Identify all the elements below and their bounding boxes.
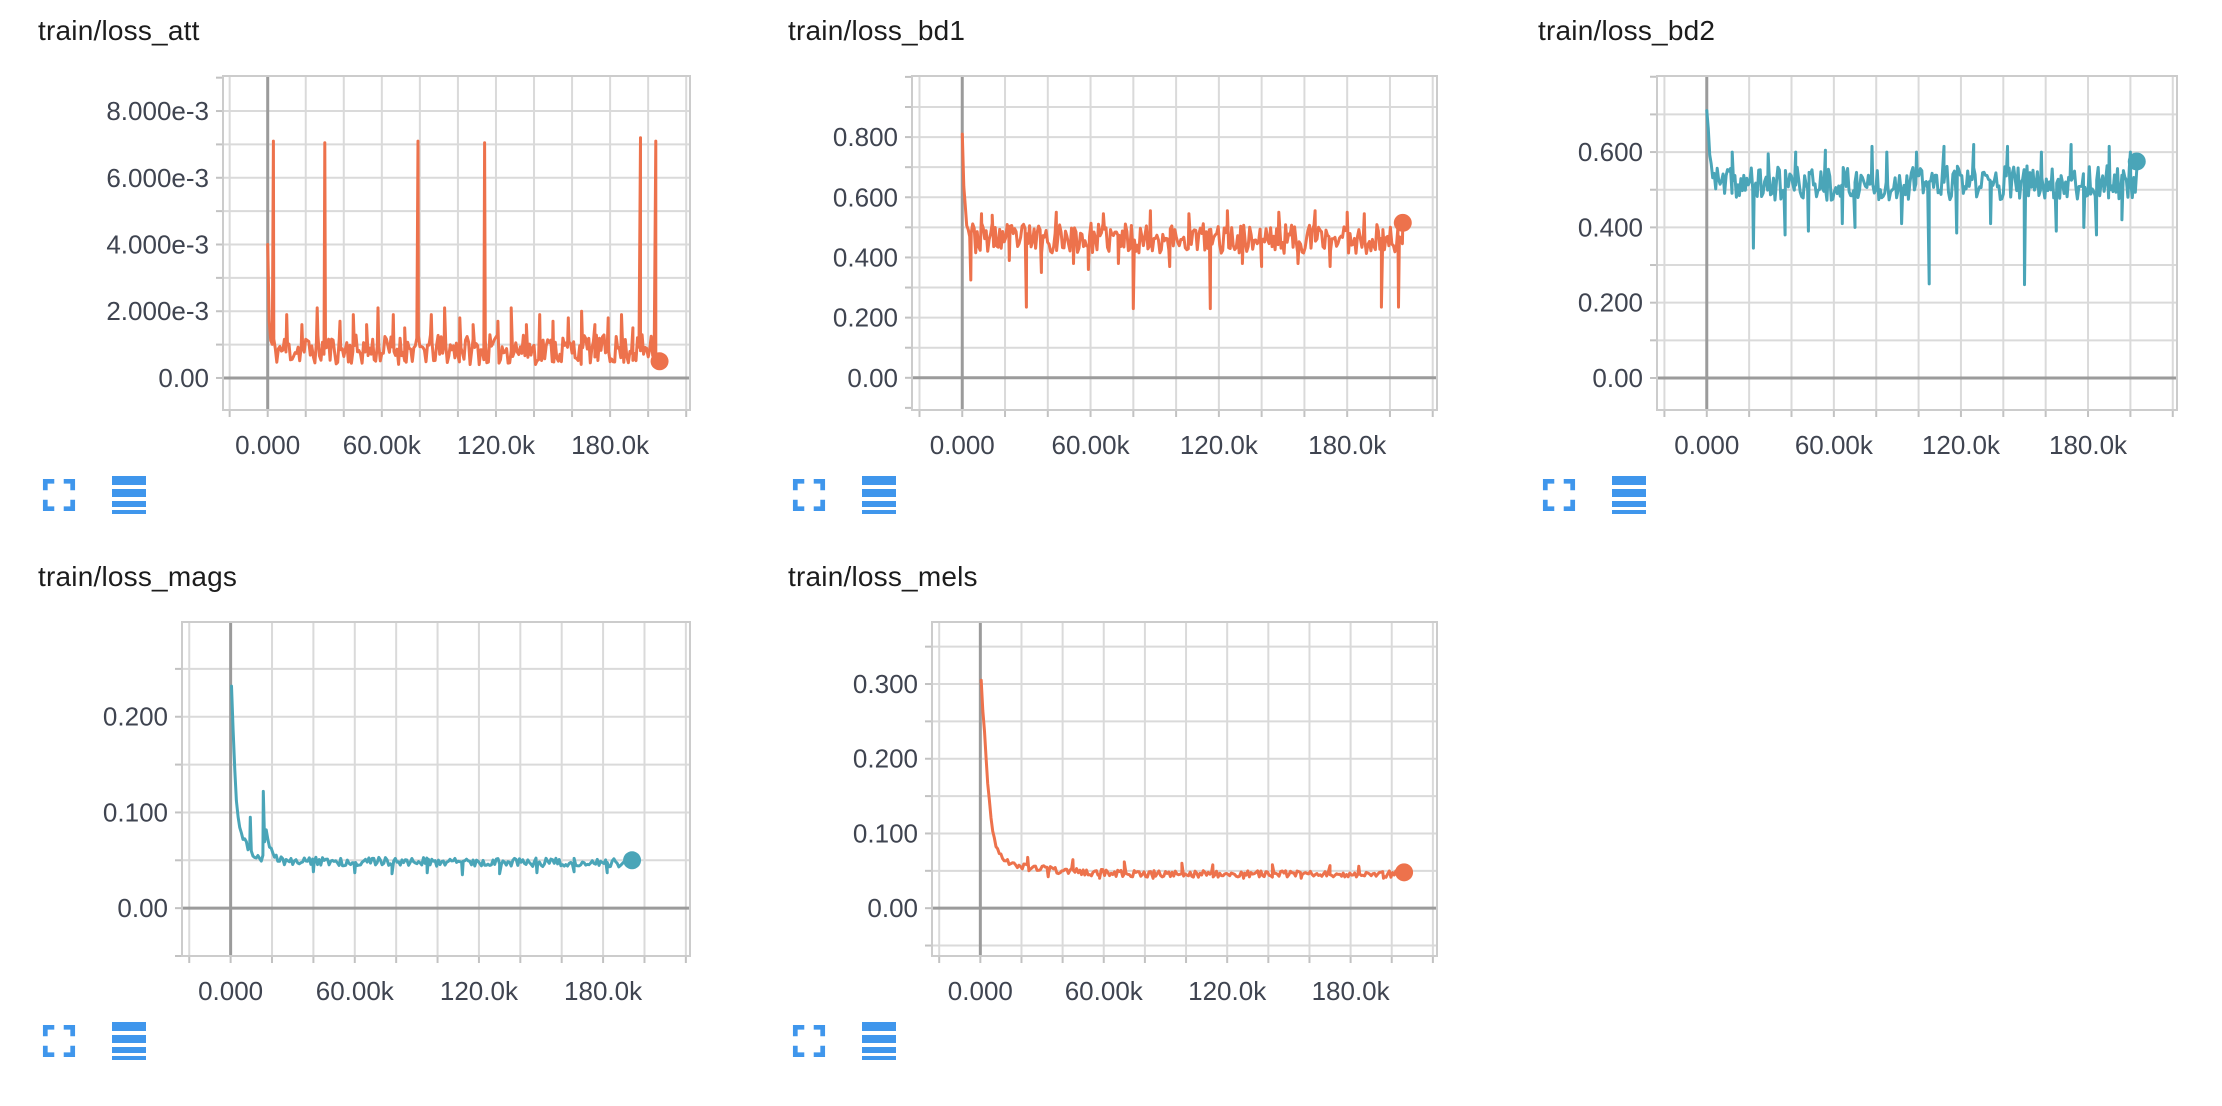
- runs-list-icon: [1612, 476, 1646, 514]
- svg-text:0.00: 0.00: [1592, 363, 1643, 393]
- svg-text:0.000: 0.000: [1674, 430, 1739, 460]
- fullscreen-icon: [792, 1024, 826, 1058]
- expand-chart-button[interactable]: [790, 1022, 828, 1060]
- svg-text:180.0k: 180.0k: [1312, 976, 1391, 1006]
- chart-tile-loss-bd1: train/loss_bd1 0.00 0.200 0.400 0.600 0.800 0…: [788, 14, 1488, 520]
- svg-text:0.800: 0.800: [833, 122, 898, 152]
- svg-text:0.000: 0.000: [930, 430, 995, 460]
- chart-toolbar: [40, 1022, 148, 1060]
- runs-menu-button[interactable]: [860, 476, 898, 514]
- svg-text:0.300: 0.300: [853, 669, 918, 699]
- svg-text:180.0k: 180.0k: [571, 430, 650, 460]
- svg-text:180.0k: 180.0k: [1308, 430, 1387, 460]
- svg-text:2.000e-3: 2.000e-3: [106, 296, 209, 326]
- svg-text:0.000: 0.000: [235, 430, 300, 460]
- expand-chart-button[interactable]: [790, 476, 828, 514]
- svg-text:0.600: 0.600: [833, 182, 898, 212]
- svg-text:120.0k: 120.0k: [1922, 430, 2001, 460]
- fullscreen-icon: [42, 1024, 76, 1058]
- svg-text:0.00: 0.00: [117, 893, 168, 923]
- chart-toolbar: [790, 1022, 898, 1060]
- train-loss-mags-chart[interactable]: 0.00 0.100 0.200 0.000 60.00k 120.0k 180.0k: [38, 598, 696, 1010]
- runs-menu-button[interactable]: [110, 476, 148, 514]
- fullscreen-icon: [1542, 478, 1576, 512]
- svg-text:0.00: 0.00: [867, 893, 918, 923]
- svg-text:8.000e-3: 8.000e-3: [106, 96, 209, 126]
- chart-title: train/loss_att: [38, 15, 200, 46]
- expand-chart-button[interactable]: [40, 1022, 78, 1060]
- svg-text:0.200: 0.200: [103, 702, 168, 732]
- svg-text:0.000: 0.000: [948, 976, 1013, 1006]
- chart-toolbar: [790, 476, 898, 514]
- svg-text:60.00k: 60.00k: [1052, 430, 1131, 460]
- chart-tile-loss-mels: train/loss_mels 0.00 0.100 0.200 0.300 0.000…: [788, 560, 1488, 1066]
- svg-text:120.0k: 120.0k: [457, 430, 536, 460]
- svg-text:0.00: 0.00: [158, 363, 209, 393]
- chart-toolbar: [40, 476, 148, 514]
- svg-text:0.400: 0.400: [833, 242, 898, 272]
- train-loss-mels-chart[interactable]: 0.00 0.100 0.200 0.300 0.000 60.00k 120.0k 180.…: [788, 598, 1443, 1010]
- train-loss-bd1-chart[interactable]: 0.00 0.200 0.400 0.600 0.800 0.000 60.00k 120.0…: [788, 52, 1443, 464]
- svg-text:0.000: 0.000: [198, 976, 263, 1006]
- runs-list-icon: [112, 476, 146, 514]
- svg-text:4.000e-3: 4.000e-3: [106, 230, 209, 260]
- runs-list-icon: [862, 1022, 896, 1060]
- runs-menu-button[interactable]: [1610, 476, 1648, 514]
- svg-text:60.00k: 60.00k: [343, 430, 422, 460]
- chart-title: train/loss_bd2: [1538, 15, 1716, 46]
- fullscreen-icon: [42, 478, 76, 512]
- chart-tile-loss-bd2: train/loss_bd2 0.00 0.200 0.400 0.600 0.000 6…: [1538, 14, 2222, 520]
- chart-toolbar: [1540, 476, 1648, 514]
- chart-title: train/loss_bd1: [788, 15, 966, 46]
- svg-text:0.200: 0.200: [853, 744, 918, 774]
- svg-text:0.200: 0.200: [833, 303, 898, 333]
- chart-title: train/loss_mags: [38, 561, 238, 592]
- train-loss-bd2-chart[interactable]: 0.00 0.200 0.400 0.600 0.000 60.00k 120.0k 180.…: [1538, 52, 2183, 464]
- svg-text:180.0k: 180.0k: [564, 976, 643, 1006]
- svg-text:0.00: 0.00: [847, 363, 898, 393]
- chart-tile-loss-mags: train/loss_mags 0.00 0.100 0.200 0.000 60.00…: [38, 560, 738, 1066]
- svg-text:0.100: 0.100: [103, 797, 168, 827]
- svg-text:0.100: 0.100: [853, 818, 918, 848]
- svg-text:60.00k: 60.00k: [1795, 430, 1874, 460]
- svg-text:6.000e-3: 6.000e-3: [106, 163, 209, 193]
- svg-text:0.200: 0.200: [1578, 288, 1643, 318]
- svg-text:120.0k: 120.0k: [440, 976, 519, 1006]
- svg-text:120.0k: 120.0k: [1188, 976, 1267, 1006]
- fullscreen-icon: [792, 478, 826, 512]
- svg-text:0.600: 0.600: [1578, 137, 1643, 167]
- svg-text:180.0k: 180.0k: [2049, 430, 2128, 460]
- runs-menu-button[interactable]: [110, 1022, 148, 1060]
- expand-chart-button[interactable]: [1540, 476, 1578, 514]
- svg-text:60.00k: 60.00k: [316, 976, 395, 1006]
- expand-chart-button[interactable]: [40, 476, 78, 514]
- chart-tile-loss-att: train/loss_att 0.00 2.000e-3 4.000e-3 6.000…: [38, 14, 738, 520]
- chart-title: train/loss_mels: [788, 561, 978, 592]
- runs-list-icon: [862, 476, 896, 514]
- runs-menu-button[interactable]: [860, 1022, 898, 1060]
- svg-text:120.0k: 120.0k: [1180, 430, 1259, 460]
- svg-text:0.400: 0.400: [1578, 212, 1643, 242]
- svg-text:60.00k: 60.00k: [1065, 976, 1144, 1006]
- runs-list-icon: [112, 1022, 146, 1060]
- train-loss-att-chart[interactable]: 0.00 2.000e-3 4.000e-3 6.000e-3 8.000e-3 0.00…: [38, 52, 696, 464]
